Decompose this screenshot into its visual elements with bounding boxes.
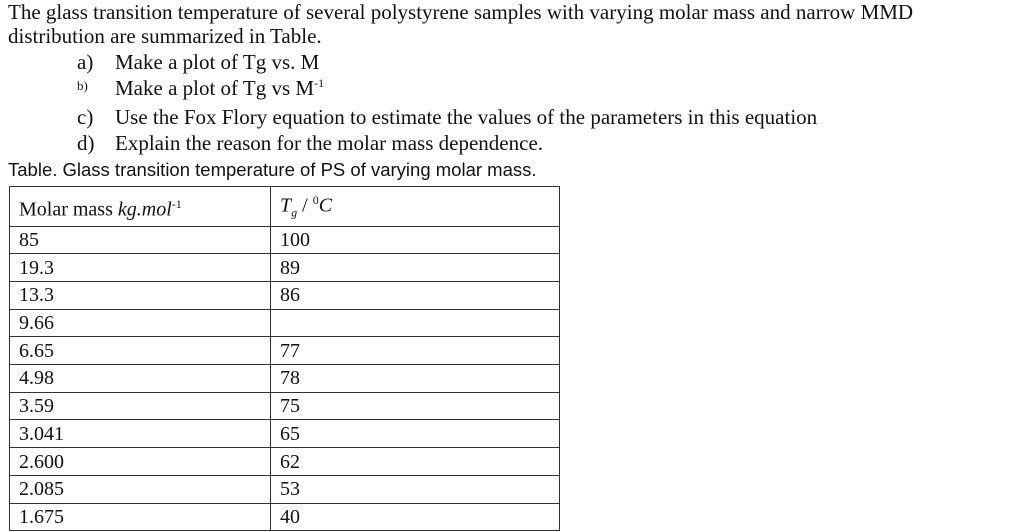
question-marker: c) [77,105,94,129]
header-unit: kg.mol [117,198,172,221]
superscript: -1 [171,196,182,211]
cell-molar-mass: 13.3 [9,281,271,310]
cell-tg: 40 [270,502,560,532]
cell-molar-mass: 9.66 [9,308,271,338]
question-text-main: Make a plot of Tg vs M [115,76,315,100]
table-caption: Table. Glass transition temperature of P… [8,159,537,180]
header-text: / [297,194,313,217]
cell-tg: 75 [270,391,560,421]
cell-molar-mass: 1.675 [9,502,271,532]
table-row: 19.3 89 [9,253,560,283]
tg-table: Molar mass kg.mol-1 Tg / 0C 85 100 19.3 89 1… [9,186,560,532]
question-text: Make a plot of Tg vs M-1 [115,76,324,101]
header-tg: Tg / 0C [270,186,560,227]
superscript: 0 [312,193,319,207]
table-row: 13.3 86 [9,281,560,310]
cell-tg: 77 [270,336,560,366]
intro-line-2: distribution are summarized in Table. [8,24,322,48]
cell-molar-mass: 2.600 [9,447,271,476]
cell-tg: 86 [270,281,560,310]
cell-tg [270,308,560,338]
table-row: 85 100 [9,225,560,255]
cell-molar-mass: 3.59 [9,391,271,421]
table-row: 4.98 78 [9,364,560,393]
table-row: 9.66 [9,308,560,338]
cell-molar-mass: 19.3 [9,253,271,283]
table-row: 2.085 53 [9,474,560,504]
table-row: 6.65 77 [9,336,560,366]
question-text: Explain the reason for the molar mass de… [115,131,544,155]
question-marker: a) [77,50,94,74]
header-molar-mass: Molar mass kg.mol-1 [9,186,271,227]
header-unit: C [318,194,333,217]
cell-tg: 65 [270,419,560,449]
table-row: 3.041 65 [9,419,560,449]
table-row: 3.59 75 [9,391,560,421]
table-row: 2.600 62 [9,447,560,476]
cell-tg: 100 [270,225,560,255]
question-marker: b) [77,78,88,93]
cell-tg: 62 [270,447,560,476]
superscript: -1 [314,76,325,90]
cell-tg: 53 [270,474,560,504]
header-text: Molar mass [19,198,118,221]
table-row: 1.675 40 [9,502,560,532]
subscript: g [291,205,298,220]
header-symbol: T [280,194,292,217]
table-header-row: Molar mass kg.mol-1 Tg / 0C [9,186,560,227]
cell-molar-mass: 3.041 [9,419,271,449]
cell-molar-mass: 85 [9,225,271,255]
cell-tg: 78 [270,364,560,393]
question-text: Make a plot of Tg vs. M [115,50,320,74]
intro-line-1: The glass transition temperature of seve… [8,0,914,24]
cell-molar-mass: 6.65 [9,336,271,366]
cell-tg: 89 [270,253,560,283]
cell-molar-mass: 2.085 [9,474,271,504]
question-text: Use the Fox Flory equation to estimate t… [115,105,818,129]
cell-molar-mass: 4.98 [9,364,271,393]
question-marker: d) [77,131,95,155]
